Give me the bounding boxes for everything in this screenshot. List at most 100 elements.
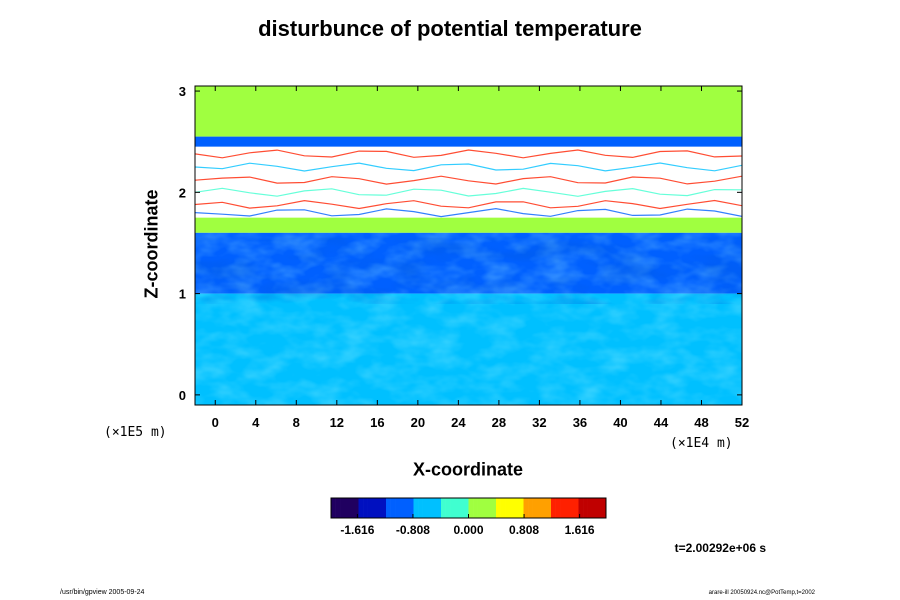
- colorbar-cell-29: [463, 498, 469, 518]
- heatmap-field: [195, 86, 742, 405]
- colorbar-cell-0: [331, 498, 336, 518]
- colorbar-cell-38: [505, 498, 511, 518]
- colorbar-cell-32: [477, 498, 483, 518]
- footer-command: /usr/bin/gpview 2005-09-24: [60, 589, 145, 596]
- filament-3: [195, 187, 742, 197]
- colorbar: -1.616 -0.808 0.000 0.808 1.616: [330, 497, 607, 537]
- colorbar-cell-52: [569, 498, 575, 518]
- colorbar-cell-54: [578, 498, 584, 518]
- x-tick-label-0: 0: [212, 415, 219, 430]
- colorbar-cell-53: [573, 498, 579, 518]
- x-tick-label-13: 52: [735, 415, 749, 430]
- plot-frame: [194, 85, 743, 406]
- y-tick-label-1: 1: [179, 287, 186, 302]
- colorbar-cell-1: [335, 498, 341, 518]
- colorbar-cell-43: [528, 498, 533, 518]
- colorbar-cell-33: [482, 498, 488, 518]
- colorbar-cell-22: [431, 498, 437, 518]
- x-tick-label-4: 16: [370, 415, 384, 430]
- filament-2: [195, 175, 742, 185]
- colorbar-cell-59: [601, 498, 607, 518]
- filament-0: [195, 149, 742, 159]
- colorbar-cell-6: [358, 498, 364, 518]
- colorbar-cell-48: [551, 498, 556, 518]
- x-tick-label-9: 36: [573, 415, 587, 430]
- x-tick-label-8: 32: [532, 415, 546, 430]
- colorbar-cell-16: [404, 498, 410, 518]
- y-axis-label: Z-coordinate: [141, 189, 162, 299]
- filament-4: [195, 199, 742, 210]
- colorbar-cell-7: [363, 498, 368, 518]
- colorbar-cell-4: [349, 498, 355, 518]
- x-tick-label-3: 12: [330, 415, 344, 430]
- colorbar-cell-28: [459, 498, 465, 518]
- colorbar-cell-26: [450, 498, 456, 518]
- dark-texture: [195, 237, 742, 304]
- colorbar-tick-label-4: 1.616: [565, 523, 595, 537]
- colorbar-cell-39: [509, 498, 515, 518]
- colorbar-cell-15: [399, 498, 405, 518]
- colorbar-cell-51: [564, 498, 570, 518]
- colorbar-cell-35: [491, 498, 497, 518]
- heatmap-band-1: [195, 136, 742, 147]
- x-tick-label-10: 40: [613, 415, 627, 430]
- colorbar-cell-25: [445, 498, 451, 518]
- footer-source: arare-ill 20050924.nc@PotTemp,t=2002: [708, 590, 815, 596]
- x-tick-label-11: 44: [654, 415, 669, 430]
- colorbar-cell-11: [381, 498, 387, 518]
- colorbar-cell-31: [473, 498, 478, 518]
- y-tick-label-3: 3: [179, 84, 186, 99]
- colorbar-cell-46: [541, 498, 547, 518]
- colorbar-cell-17: [408, 498, 414, 518]
- x-tick-label-1: 4: [252, 415, 260, 430]
- y-tick-label-0: 0: [179, 388, 186, 403]
- colorbar-cell-40: [514, 498, 520, 518]
- colorbar-cell-3: [344, 498, 350, 518]
- x-tick-label-6: 24: [451, 415, 466, 430]
- colorbar-tick-label-0: -1.616: [340, 523, 374, 537]
- colorbar-cell-41: [518, 498, 524, 518]
- filament-1: [195, 162, 742, 172]
- colorbar-cell-47: [546, 498, 552, 518]
- heatmap-band-2: [195, 146, 742, 218]
- colorbar-cell-9: [372, 498, 378, 518]
- x-tick-label-7: 28: [492, 415, 506, 430]
- colorbar-cell-12: [386, 498, 391, 518]
- x-tick-label-5: 20: [411, 415, 425, 430]
- time-label: t=2.00292e+06 s: [674, 541, 766, 555]
- colorbar-cell-50: [560, 498, 566, 518]
- colorbar-cell-13: [390, 498, 396, 518]
- x-tick-label-12: 48: [694, 415, 708, 430]
- colorbar-cell-57: [592, 498, 598, 518]
- colorbar-cell-8: [367, 498, 373, 518]
- heatmap-band-3: [195, 217, 742, 233]
- filament-5: [195, 207, 742, 218]
- x-tick-label-2: 8: [293, 415, 300, 430]
- heatmap-band-0: [195, 86, 742, 137]
- colorbar-cell-56: [587, 498, 593, 518]
- colorbar-tick-label-2: 0.000: [453, 523, 483, 537]
- y-scale-note: (×1E5 m): [104, 425, 167, 440]
- colorbar-cell-36: [496, 498, 501, 518]
- colorbar-cell-5: [353, 498, 359, 518]
- chart-title: disturbunce of potential temperature: [258, 16, 642, 41]
- colorbar-cell-37: [500, 498, 506, 518]
- colorbar-cell-14: [395, 498, 401, 518]
- colorbar-cell-58: [596, 498, 602, 518]
- colorbar-cell-19: [418, 498, 423, 518]
- colorbar-cell-24: [441, 498, 446, 518]
- colorbar-cell-49: [555, 498, 561, 518]
- colorbar-tick-label-3: 0.808: [509, 523, 539, 537]
- colorbar-tick-label-1: -0.808: [396, 523, 430, 537]
- colorbar-cell-42: [523, 498, 529, 518]
- colorbar-cell-21: [427, 498, 433, 518]
- colorbar-cell-45: [537, 498, 543, 518]
- x-axis-label: X-coordinate: [412, 459, 524, 480]
- colorbar-cell-34: [486, 498, 492, 518]
- y-tick-label-2: 2: [179, 185, 186, 200]
- colorbar-cell-20: [422, 498, 428, 518]
- colorbar-cell-2: [340, 498, 346, 518]
- x-scale-note: (×1E4 m): [670, 436, 733, 451]
